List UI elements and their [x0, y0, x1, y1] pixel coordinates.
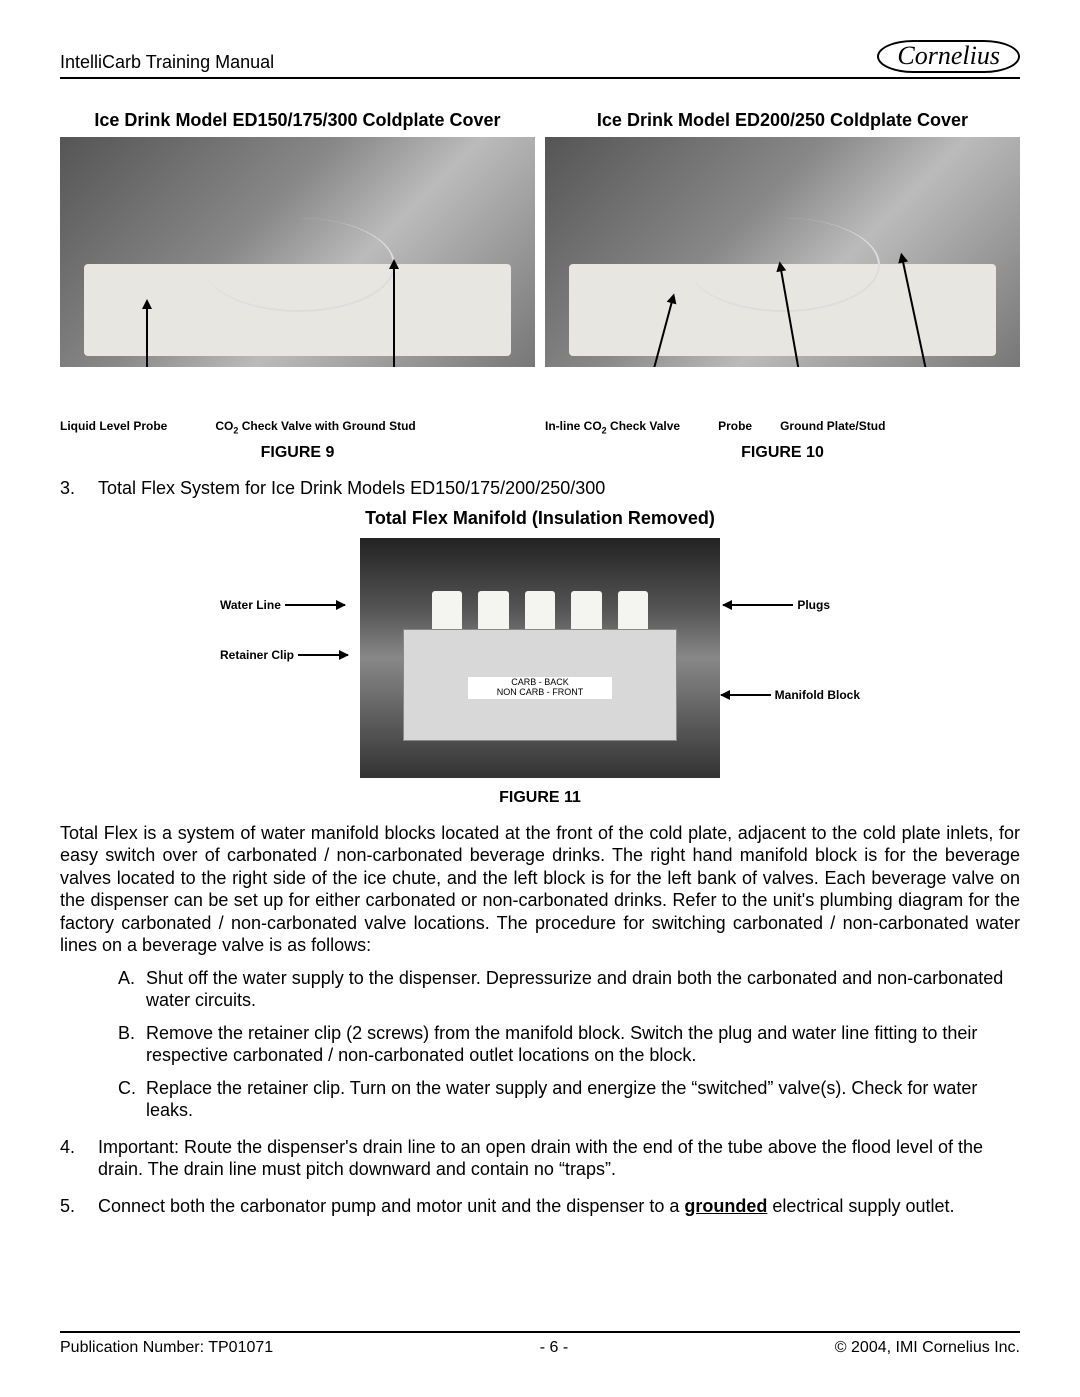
- figure-11-title: Total Flex Manifold (Insulation Removed): [60, 507, 1020, 530]
- sub-item-a: A. Shut off the water supply to the disp…: [118, 967, 1020, 1012]
- header-title: IntelliCarb Training Manual: [60, 52, 274, 73]
- page-footer: Publication Number: TP01071 - 6 - © 2004…: [60, 1331, 1020, 1357]
- figure-11-photo: CARB - BACK NON CARB - FRONT: [360, 538, 720, 778]
- paragraph-total-flex: Total Flex is a system of water manifold…: [60, 822, 1020, 957]
- footer-copyright: © 2004, IMI Cornelius Inc.: [835, 1339, 1020, 1357]
- list-item-5: 5. Connect both the carbonator pump and …: [60, 1195, 1020, 1218]
- footer-page-number: - 6 -: [540, 1339, 568, 1357]
- figure-11: CARB - BACK NON CARB - FRONT Water Line …: [220, 538, 860, 778]
- list-item-4: 4. Important: Route the dispenser's drai…: [60, 1136, 1020, 1181]
- figure-10-photo: [545, 137, 1020, 367]
- figure-10-title: Ice Drink Model ED200/250 Coldplate Cove…: [545, 109, 1020, 132]
- figure-10-column: Ice Drink Model ED200/250 Coldplate Cove…: [545, 109, 1020, 463]
- footer-publication: Publication Number: TP01071: [60, 1339, 273, 1357]
- figure-9-caption: FIGURE 9: [60, 443, 535, 463]
- label-ground-plate: Ground Plate/Stud: [780, 419, 885, 437]
- sub-list: A. Shut off the water supply to the disp…: [118, 967, 1020, 1122]
- label-probe: Probe: [718, 419, 752, 437]
- manifold-tag: CARB - BACK NON CARB - FRONT: [468, 677, 612, 699]
- list-text-3: Total Flex System for Ice Drink Models E…: [98, 477, 605, 500]
- label-manifold-block: Manifold Block: [721, 688, 860, 703]
- page-header: IntelliCarb Training Manual Cornelius: [60, 40, 1020, 79]
- label-inline-co2: In-line CO2 Check Valve: [545, 419, 680, 437]
- figure-9-photo: [60, 137, 535, 367]
- figure-row: Ice Drink Model ED150/175/300 Coldplate …: [60, 109, 1020, 463]
- page: IntelliCarb Training Manual Cornelius Ic…: [0, 0, 1080, 1397]
- sub-item-b: B. Remove the retainer clip (2 screws) f…: [118, 1022, 1020, 1067]
- label-water-line: Water Line: [220, 598, 345, 613]
- figure-11-caption: FIGURE 11: [60, 788, 1020, 808]
- list-item-3: 3. Total Flex System for Ice Drink Model…: [60, 477, 1020, 500]
- label-retainer-clip: Retainer Clip: [220, 648, 348, 663]
- label-plugs: Plugs: [723, 598, 830, 613]
- figure-9-column: Ice Drink Model ED150/175/300 Coldplate …: [60, 109, 535, 463]
- figure-10-labels: In-line CO2 Check Valve Probe Ground Pla…: [545, 419, 1020, 437]
- label-co2-check-valve: CO2 Check Valve with Ground Stud: [215, 419, 415, 437]
- figure-9-labels: Liquid Level Probe CO2 Check Valve with …: [60, 419, 535, 437]
- figure-10-caption: FIGURE 10: [545, 443, 1020, 463]
- brand-logo: Cornelius: [877, 40, 1020, 73]
- label-liquid-level-probe: Liquid Level Probe: [60, 419, 167, 437]
- list-num-3: 3.: [60, 477, 98, 500]
- sub-item-c: C. Replace the retainer clip. Turn on th…: [118, 1077, 1020, 1122]
- list-text-5: Connect both the carbonator pump and mot…: [98, 1195, 954, 1218]
- figure-9-title: Ice Drink Model ED150/175/300 Coldplate …: [60, 109, 535, 132]
- content: Ice Drink Model ED150/175/300 Coldplate …: [60, 109, 1020, 1218]
